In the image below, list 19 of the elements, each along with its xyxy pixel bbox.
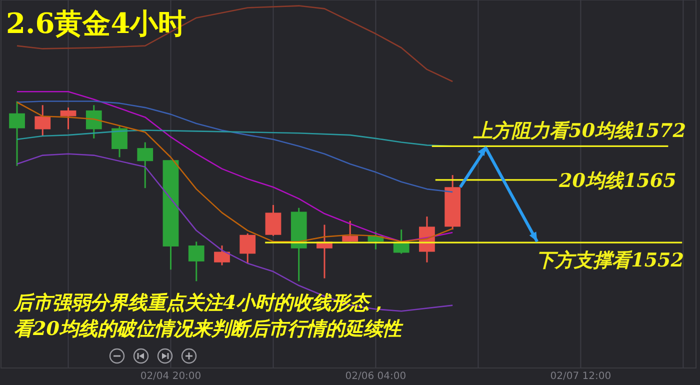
ref-line-label: 下方支撑看1552 [536, 250, 684, 272]
candlestick [240, 232, 256, 264]
candlestick [112, 126, 128, 158]
x-tick-label: 02/04 20:00 [140, 371, 202, 382]
ref-line-label: 20均线1565 [558, 170, 676, 192]
candlestick [9, 100, 25, 167]
x-tick-label: 02/07 12:00 [550, 371, 612, 382]
candlestick [214, 244, 230, 266]
candlestick [137, 142, 154, 189]
chart-title: 2.6黄金4小时 [6, 7, 186, 40]
candlestick [86, 104, 102, 140]
ref-line-label: 上方阻力看50均线1572 [472, 120, 686, 142]
candlestick [342, 220, 358, 242]
candlestick [34, 104, 51, 137]
candlestick [188, 240, 204, 282]
candlestick [60, 106, 76, 130]
x-tick-label: 02/06 04:00 [345, 371, 406, 382]
candlestick [265, 204, 282, 237]
annotation: 看20均线的破位情况来判断后市行情的延续性 [14, 318, 404, 340]
